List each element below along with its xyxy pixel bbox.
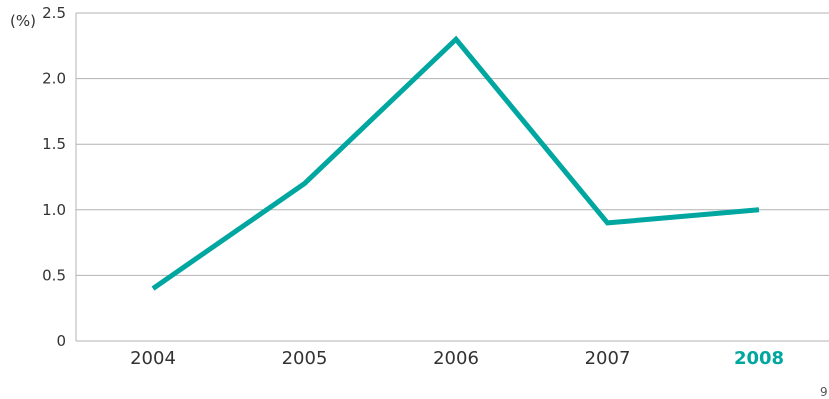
series-line <box>151 35 760 291</box>
series-group <box>151 35 760 291</box>
y-tick-label: 2.5 <box>42 4 66 22</box>
y-tick-label: 1.0 <box>42 201 66 219</box>
x-tick-label: 2008 <box>734 348 784 369</box>
x-tick-labels: 2004 2005 2006 2007 2008 <box>130 348 784 369</box>
x-tick-label: 2007 <box>585 348 631 369</box>
y-tick-label: 0.5 <box>42 266 66 284</box>
y-tick-label: 2.0 <box>42 70 66 88</box>
y-unit-label: (%) <box>10 12 36 30</box>
grid-lines <box>76 12 829 342</box>
x-tick-label: 2005 <box>282 348 328 369</box>
y-tick-label: 0 <box>56 332 66 350</box>
page-number: 9 <box>820 385 828 399</box>
y-tick-labels: 0 0.5 1.0 1.5 2.0 2.5 <box>42 4 66 350</box>
y-tick-label: 1.5 <box>42 135 66 153</box>
x-tick-label: 2004 <box>130 348 176 369</box>
x-tick-label: 2006 <box>433 348 479 369</box>
